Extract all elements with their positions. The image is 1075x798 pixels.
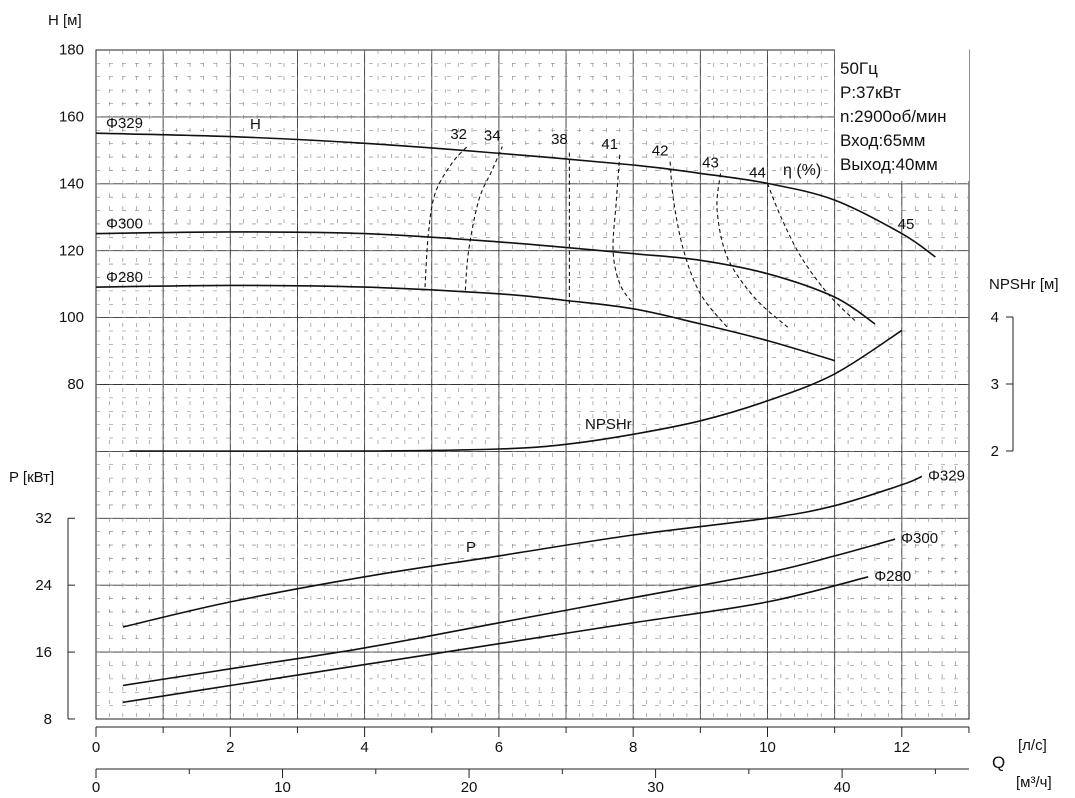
head-tick-label: 160 <box>59 109 84 126</box>
head-curve-tag: H <box>250 116 261 133</box>
head-curve-label: Φ280 <box>106 269 143 286</box>
flow-ls-tick-label: 12 <box>893 739 910 756</box>
efficiency-isoline-34 <box>464 146 503 291</box>
head-tick-label: 140 <box>59 175 84 192</box>
npshr-line <box>129 329 903 452</box>
efficiency-label: 42 <box>652 143 669 160</box>
head-curve-label: Φ300 <box>106 216 143 233</box>
flow-ls-tick-label: 2 <box>226 739 234 756</box>
head-tick-label: 100 <box>59 309 84 326</box>
npsh-tick-label: 4 <box>991 309 999 326</box>
efficiency-isoline-32 <box>424 144 470 288</box>
efficiency-isolines: 32 34 38 41 42 43 44 η (%) 45 <box>424 126 915 328</box>
head-tick-label: 120 <box>59 242 84 259</box>
flow-ls-tick-label: 6 <box>495 739 503 756</box>
power-tick-label: 24 <box>35 577 52 594</box>
power-tick-label: 32 <box>35 510 52 527</box>
flow-m3h-unit: [м³/ч] <box>1016 774 1052 791</box>
power-curve-label: Φ300 <box>901 530 938 547</box>
npsh-tick-label: 2 <box>991 443 999 460</box>
efficiency-isoline-41 <box>612 154 634 305</box>
flow-ls-tick-label: 8 <box>629 739 637 756</box>
flow-m3h-tick-label: 40 <box>834 779 851 796</box>
info-box: 50Гц P:37кВт n:2900об/мин Вход:65мм Выхо… <box>835 49 969 181</box>
flow-ls-tick-label: 4 <box>360 739 368 756</box>
head-tick-label: 180 <box>59 42 84 59</box>
head-curve-Φ280 <box>95 284 835 362</box>
efficiency-label: 44 <box>749 164 766 181</box>
efficiency-isoline-43 <box>716 173 788 328</box>
info-box-background <box>835 49 969 181</box>
info-speed: n:2900об/мин <box>840 107 946 126</box>
flow-m3h-tick-label: 20 <box>461 779 478 796</box>
head-curves: Φ329 Φ300 Φ280 H <box>95 115 936 362</box>
head-axis-title: H [м] <box>48 12 82 29</box>
efficiency-label: 34 <box>484 128 501 145</box>
power-curve-label: Φ280 <box>874 568 911 585</box>
head-curve-Φ300 <box>95 231 876 325</box>
power-curve-label: Φ329 <box>928 467 965 484</box>
efficiency-isoline-44 <box>766 183 856 321</box>
efficiency-label: 38 <box>551 131 568 148</box>
power-tick-label: 8 <box>44 711 52 728</box>
info-outlet: Выход:40мм <box>840 155 938 174</box>
power-tick-label: 16 <box>35 644 52 661</box>
npshr-curve: NPSHr <box>129 329 903 452</box>
efficiency-label: 43 <box>702 154 719 171</box>
power-axis-title: P [кВт] <box>9 469 54 486</box>
npsh-axis-title: NPSHr [м] <box>989 276 1059 293</box>
flow-symbol: Q <box>992 753 1005 772</box>
npshr-curve-tag: NPSHr <box>585 416 632 433</box>
flow-m3h-tick-label: 30 <box>647 779 664 796</box>
info-frequency: 50Гц <box>840 59 878 78</box>
efficiency-isoline-42 <box>669 161 728 328</box>
head-curve-label: Φ329 <box>106 115 143 132</box>
npsh-tick-label: 3 <box>991 376 999 393</box>
info-power: P:37кВт <box>840 83 901 102</box>
power-curve-Φ300 <box>122 538 896 687</box>
efficiency-label: 41 <box>601 136 618 153</box>
power-curve-tag: P <box>466 539 476 556</box>
power-curve-Φ329 <box>122 475 923 628</box>
efficiency-tag: η (%) <box>783 162 821 179</box>
flow-ls-tick-label: 0 <box>92 739 100 756</box>
head-tick-label: 80 <box>67 376 84 393</box>
flow-m3h-tick-label: 10 <box>274 779 291 796</box>
efficiency-label: 32 <box>450 126 467 143</box>
efficiency-end-label: 45 <box>898 216 915 233</box>
head-curve-Φ329 <box>95 132 936 258</box>
flow-m3h-tick-label: 0 <box>92 779 100 796</box>
power-curve-Φ280 <box>122 576 869 704</box>
info-inlet: Вход:65мм <box>840 131 925 150</box>
power-curves: Φ329 Φ300 Φ280 P <box>122 467 965 704</box>
flow-ls-tick-label: 10 <box>759 739 776 756</box>
flow-ls-unit: [л/с] <box>1018 737 1047 754</box>
